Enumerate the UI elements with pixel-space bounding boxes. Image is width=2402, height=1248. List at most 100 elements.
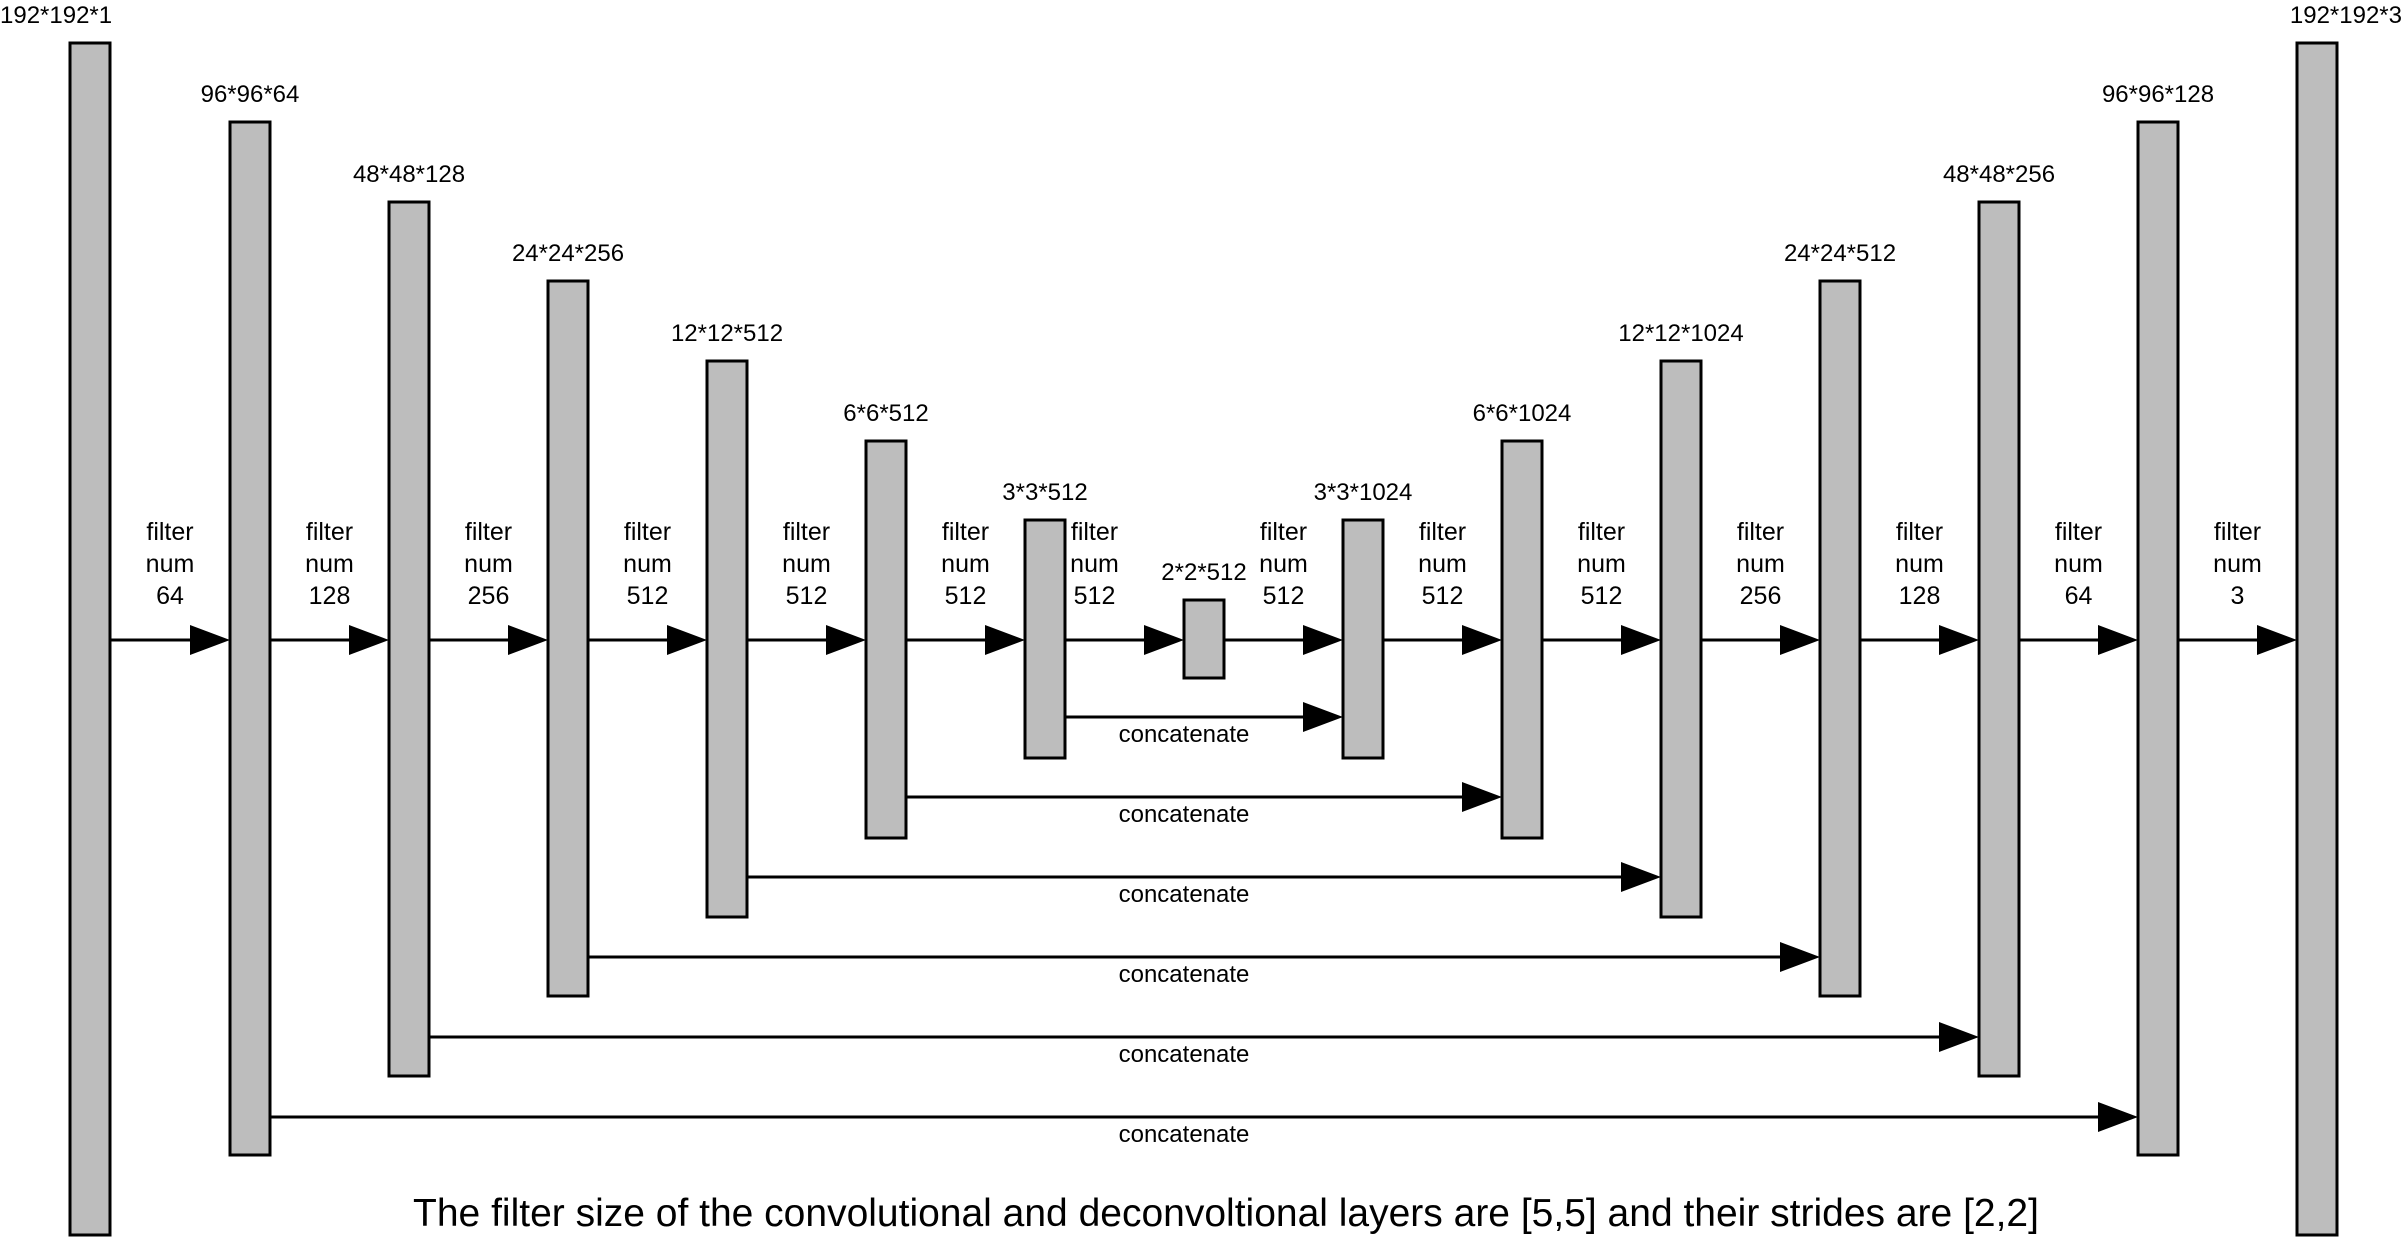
filter-arrow-enc1-to-enc2 (270, 625, 389, 655)
filter-arrow-dec2-to-dec1 (2019, 625, 2138, 655)
dim-label-dec4: 12*12*1024 (1618, 320, 1743, 347)
dim-label-enc6: 3*3*512 (1002, 479, 1087, 506)
filter-label-count-enc4: 512 (786, 582, 828, 610)
filter-label-word1-enc5: filter (942, 518, 989, 546)
filter-label-word1-enc1: filter (306, 518, 353, 546)
skip-connections (270, 702, 2138, 1132)
filter-arrow-bottleneck-to-dec6-arrowhead (1303, 625, 1343, 655)
layer-dec6 (1341, 518, 1385, 760)
filter-label-word2-dec3: num (1895, 550, 1944, 578)
filter-arrow-enc3-to-enc4-arrowhead (667, 625, 707, 655)
dim-label-enc4: 12*12*512 (671, 320, 783, 347)
concat-arrow-enc1-to-dec1 (270, 1102, 2138, 1132)
filter-label-word2-enc2: num (464, 550, 513, 578)
filter-arrow-dec3-to-dec2-arrowhead (1939, 625, 1979, 655)
filter-label-count-enc3: 512 (627, 582, 669, 610)
filter-arrow-dec4-to-dec3 (1701, 625, 1820, 655)
dim-label-dec3: 24*24*512 (1784, 240, 1896, 267)
filter-label-word1-input: filter (146, 518, 193, 546)
filter-label-word2-enc3: num (623, 550, 672, 578)
filter-arrow-dec6-to-dec5 (1383, 625, 1502, 655)
filter-arrow-dec4-to-dec3-arrowhead (1780, 625, 1820, 655)
filter-label-word1-dec4: filter (1737, 518, 1784, 546)
layer-dec1 (2136, 120, 2180, 1157)
filter-label-count-dec2: 64 (2065, 582, 2093, 610)
layer-dec3 (1818, 279, 1862, 998)
filter-arrow-dec2-to-dec1-arrowhead (2098, 625, 2138, 655)
concat-arrow-enc6-to-dec6 (1065, 702, 1343, 732)
filter-label-count-dec3: 128 (1899, 582, 1941, 610)
layer-output (2295, 41, 2339, 1237)
dim-label-enc2: 48*48*128 (353, 161, 465, 188)
dim-label-dec6: 3*3*1024 (1314, 479, 1413, 506)
filter-label-word2-dec1: num (2213, 550, 2262, 578)
filter-arrow-bottleneck-to-dec6 (1224, 625, 1343, 655)
dim-label-input: 192*192*1 (0, 2, 112, 29)
filter-label-word2-enc5: num (941, 550, 990, 578)
concat-arrow-enc2-to-dec2-arrowhead (1939, 1022, 1979, 1052)
filter-label-word1-bottleneck: filter (1260, 518, 1307, 546)
filter-label-word1-enc2: filter (465, 518, 512, 546)
filter-label-count-input: 64 (156, 582, 184, 610)
filter-arrow-enc4-to-enc5-arrowhead (826, 625, 866, 655)
dim-label-enc5: 6*6*512 (843, 400, 928, 427)
concat-label-enc2: concatenate (1119, 1041, 1250, 1068)
filter-label-word2-bottleneck: num (1259, 550, 1308, 578)
layer-dec2 (1977, 200, 2021, 1078)
filter-label-word2-dec4: num (1736, 550, 1785, 578)
concat-arrow-enc2-to-dec2 (429, 1022, 1979, 1052)
dim-label-dec2: 48*48*256 (1943, 161, 2055, 188)
filter-label-count-enc6: 512 (1074, 582, 1116, 610)
filter-label-count-enc1: 128 (309, 582, 351, 610)
layer-enc5 (864, 439, 908, 840)
layer-enc1 (228, 120, 272, 1157)
filter-label-word1-enc3: filter (624, 518, 671, 546)
filter-arrow-enc6-to-bottleneck-arrowhead (1144, 625, 1184, 655)
filter-arrow-dec6-to-dec5-arrowhead (1462, 625, 1502, 655)
filter-arrow-enc2-to-enc3-arrowhead (508, 625, 548, 655)
dim-label-enc3: 24*24*256 (512, 240, 624, 267)
filter-arrow-input-to-enc1 (110, 625, 230, 655)
filter-label-word2-enc4: num (782, 550, 831, 578)
filter-label-count-enc2: 256 (468, 582, 510, 610)
dim-label-output: 192*192*3 (2290, 2, 2402, 29)
dim-label-dec5: 6*6*1024 (1473, 400, 1572, 427)
concat-arrow-enc1-to-dec1-arrowhead (2098, 1102, 2138, 1132)
labels: 192*192*1 96*96*64 48*48*128 24*24*256 12*12… (0, 2, 2402, 1148)
filter-arrow-dec5-to-dec4-arrowhead (1621, 625, 1661, 655)
filter-arrow-enc1-to-enc2-arrowhead (349, 625, 389, 655)
filter-label-count-dec4: 256 (1740, 582, 1782, 610)
concat-label-enc3: concatenate (1119, 961, 1250, 988)
concat-arrow-enc5-to-dec5-arrowhead (1462, 782, 1502, 812)
filter-label-word1-enc4: filter (783, 518, 830, 546)
dim-label-dec1: 96*96*128 (2102, 81, 2214, 108)
filter-label-count-bottleneck: 512 (1263, 582, 1305, 610)
filter-arrow-enc6-to-bottleneck (1065, 625, 1184, 655)
concat-arrow-enc4-to-dec4 (747, 862, 1661, 892)
concat-label-enc5: concatenate (1119, 801, 1250, 828)
layer-bottleneck (1182, 598, 1226, 680)
concat-arrow-enc6-to-dec6-arrowhead (1303, 702, 1343, 732)
layer-input (68, 41, 112, 1237)
filter-label-count-enc5: 512 (945, 582, 987, 610)
layer-enc4 (705, 359, 749, 919)
filter-label-count-dec1: 3 (2231, 582, 2245, 610)
filter-label-word2-dec6: num (1418, 550, 1467, 578)
concat-arrow-enc3-to-dec3-arrowhead (1780, 942, 1820, 972)
filter-label-word1-dec3: filter (1896, 518, 1943, 546)
filter-connections (110, 625, 2297, 655)
filter-label-word2-enc6: num (1070, 550, 1119, 578)
filter-arrow-dec5-to-dec4 (1542, 625, 1661, 655)
filter-arrow-enc4-to-enc5 (747, 625, 866, 655)
filter-label-count-dec5: 512 (1581, 582, 1623, 610)
concat-label-enc6: concatenate (1119, 721, 1250, 748)
filter-label-word1-dec6: filter (1419, 518, 1466, 546)
concat-arrow-enc3-to-dec3 (588, 942, 1820, 972)
filter-label-word2-dec2: num (2054, 550, 2103, 578)
filter-label-word2-enc1: num (305, 550, 354, 578)
filter-arrow-dec1-to-output-arrowhead (2257, 625, 2297, 655)
concat-arrow-enc4-to-dec4-arrowhead (1621, 862, 1661, 892)
filter-arrow-enc5-to-enc6 (906, 625, 1025, 655)
filter-arrow-dec3-to-dec2 (1860, 625, 1979, 655)
layer-enc3 (546, 279, 590, 998)
